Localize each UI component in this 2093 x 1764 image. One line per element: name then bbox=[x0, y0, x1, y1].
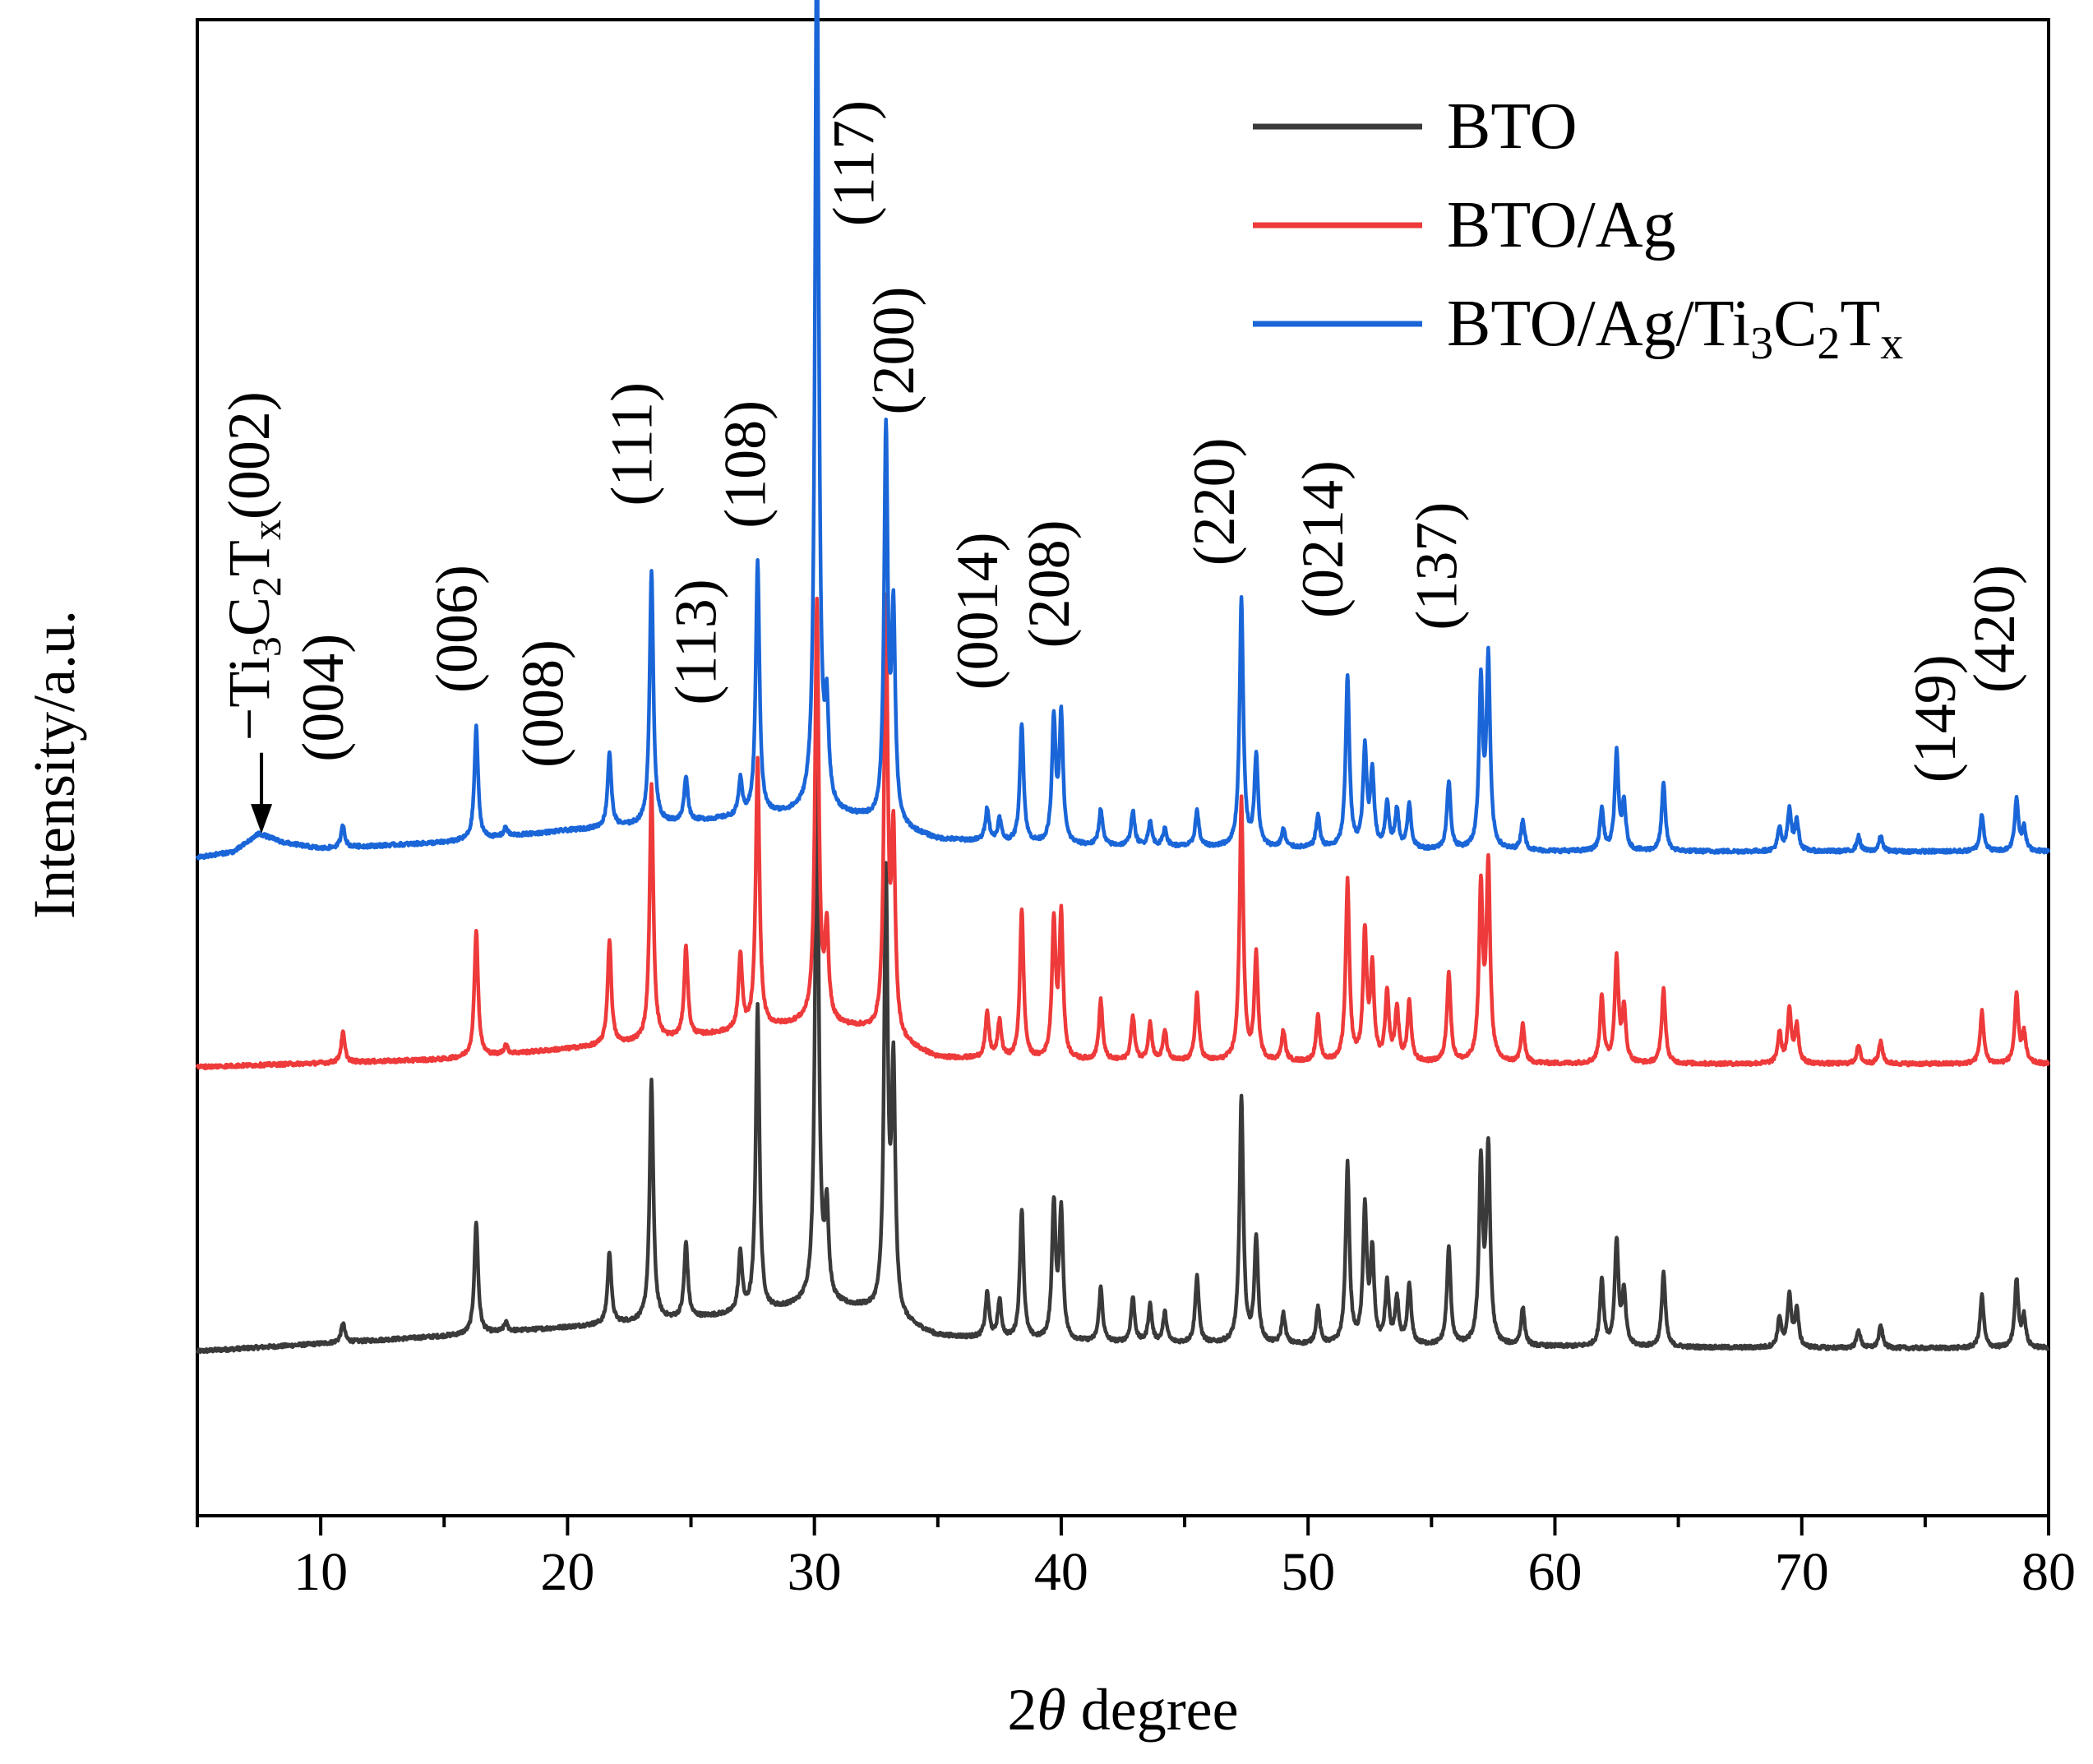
x-tick-label: 30 bbox=[788, 1542, 842, 1602]
ti-sub2: 2 bbox=[243, 576, 289, 597]
peak-label: (200) bbox=[861, 287, 926, 415]
peak-label: (113) bbox=[663, 579, 729, 704]
peak-label: (137) bbox=[1403, 502, 1469, 630]
x-tick-label: 40 bbox=[1034, 1542, 1088, 1602]
x-tick-label: 60 bbox=[1527, 1542, 1582, 1602]
peak-label: (108) bbox=[713, 400, 779, 529]
peak-label: (149) bbox=[1902, 654, 1968, 783]
peak-label: (220) bbox=[1181, 437, 1247, 566]
ti-c: C bbox=[216, 597, 282, 636]
ti-annotation-label: −Ti3C2Tx(002) bbox=[216, 391, 289, 741]
x-tick-label: 70 bbox=[1775, 1542, 1829, 1602]
peak-label: (0014) bbox=[945, 532, 1010, 690]
x-tick-label: 20 bbox=[540, 1542, 594, 1602]
legend-ti-base: BTO/Ag/Ti bbox=[1447, 288, 1750, 360]
ti-dash: − bbox=[216, 708, 282, 741]
x-axis-ticks bbox=[196, 1516, 2050, 1535]
series-line-bto-ag-ti3c2tx bbox=[195, 0, 2051, 861]
legend-ti-sub3: x bbox=[1880, 318, 1903, 369]
x-axis-title-prefix: 2 bbox=[1007, 1677, 1037, 1743]
legend-ti-t: T bbox=[1840, 288, 1880, 360]
legend: BTO BTO/Ag BTO/Ag/Ti3C2Tx bbox=[1253, 90, 1903, 369]
legend-ti-sub2: 2 bbox=[1817, 318, 1840, 369]
peak-label: (208) bbox=[1016, 520, 1082, 648]
y-axis-title: Intensity/a.u. bbox=[21, 610, 87, 919]
peak-label: (0214) bbox=[1290, 460, 1356, 618]
legend-label-bto-ag-ti: BTO/Ag/Ti3C2Tx bbox=[1447, 288, 1903, 369]
ti-base: Ti bbox=[216, 657, 282, 707]
ti3c2tx-annotation: −Ti3C2Tx(002) bbox=[216, 391, 289, 834]
peak-label: (111) bbox=[599, 382, 665, 506]
series-line-bto bbox=[195, 758, 2050, 1355]
legend-label-bto: BTO bbox=[1447, 90, 1578, 163]
legend-label-bto-ag: BTO/Ag bbox=[1447, 189, 1676, 261]
x-tick-label: 80 bbox=[2021, 1542, 2076, 1602]
peak-label: (008) bbox=[510, 640, 575, 768]
x-axis-title-suffix: degree bbox=[1066, 1677, 1239, 1743]
series-line-bto-ag bbox=[195, 592, 2050, 1071]
plot-frame bbox=[196, 18, 2050, 1517]
ti-arrow-head bbox=[251, 804, 273, 834]
peak-annotations: (004) (006) (008) (111) (113) (108) (117) (200)… bbox=[290, 100, 2027, 783]
legend-ti-c: C bbox=[1773, 288, 1817, 360]
peak-label: (117) bbox=[821, 100, 887, 226]
ti-sub1: 3 bbox=[243, 636, 289, 657]
ti-t: T bbox=[216, 540, 282, 576]
x-tick-label: 10 bbox=[293, 1542, 348, 1602]
ti-suffix: (002) bbox=[216, 391, 282, 520]
x-tick-label: 50 bbox=[1281, 1542, 1335, 1602]
x-axis-title-theta: θ bbox=[1037, 1677, 1065, 1743]
series-lines bbox=[195, 0, 2051, 1355]
x-axis-title: 2θ degree bbox=[1007, 1677, 1238, 1743]
peak-label: (004) bbox=[290, 634, 356, 762]
peak-label: (006) bbox=[423, 565, 489, 693]
ti-sub3: x bbox=[243, 520, 289, 540]
legend-ti-sub1: 3 bbox=[1750, 318, 1773, 369]
x-axis-tick-labels: 10 20 30 40 50 60 70 80 bbox=[293, 1542, 2076, 1602]
peak-label: (420) bbox=[1961, 565, 2027, 693]
